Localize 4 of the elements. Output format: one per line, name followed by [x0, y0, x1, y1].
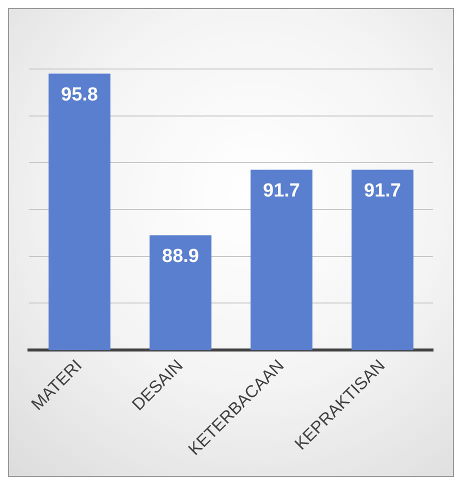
data-label: 91.7 — [364, 180, 401, 202]
data-label: 88.9 — [162, 246, 199, 268]
data-label: 91.7 — [263, 180, 300, 202]
data-label: 95.8 — [61, 84, 98, 106]
